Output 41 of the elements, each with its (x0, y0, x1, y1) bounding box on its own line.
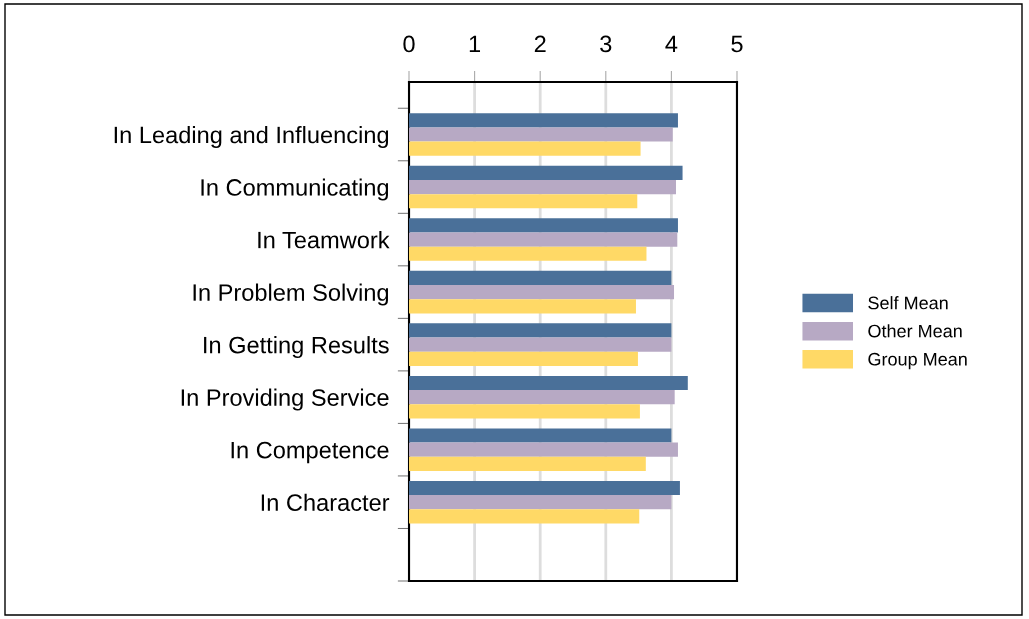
x-tick-label: 0 (403, 35, 415, 53)
bar (409, 299, 636, 314)
bar (409, 194, 638, 209)
bar (409, 428, 672, 443)
bar (409, 442, 678, 457)
y-tick-label: In Getting Results (204, 336, 389, 359)
x-tick-label: 3 (600, 35, 612, 53)
bar (409, 375, 688, 391)
y-tick-label: In Competence (231, 441, 389, 464)
y-tick-label: In Teamwork (258, 231, 390, 249)
bar (409, 113, 678, 128)
legend-label: Other Mean (868, 324, 962, 338)
x-tick-label: 2 (534, 35, 546, 53)
x-tick-label: 5 (731, 35, 743, 53)
y-tick-label: In Providing Service (181, 388, 389, 411)
bar (409, 127, 673, 142)
legend-label: Self Mean (868, 296, 948, 310)
bar (409, 141, 641, 156)
bar (409, 285, 675, 300)
bar (409, 509, 640, 524)
bar (409, 456, 646, 471)
bar (409, 351, 638, 366)
legend-label: Group Mean (868, 352, 967, 370)
bar (409, 246, 647, 261)
bar (409, 337, 672, 352)
bar (409, 404, 640, 419)
y-tick-label: In Communicating (201, 178, 389, 201)
bar (409, 390, 675, 405)
x-tick-label: 4 (665, 35, 678, 53)
bar (409, 165, 683, 180)
bar (409, 232, 678, 247)
y-tick-label: In Character (261, 493, 390, 511)
bar (409, 480, 680, 496)
bar (409, 218, 678, 233)
bar (409, 179, 676, 195)
bar (409, 495, 672, 510)
bar (409, 323, 672, 338)
bar (409, 270, 672, 286)
x-tick-label: 1 (469, 35, 481, 53)
y-tick-label: In Problem Solving (193, 283, 389, 306)
y-tick-label: In Leading and Influencing (114, 125, 389, 148)
